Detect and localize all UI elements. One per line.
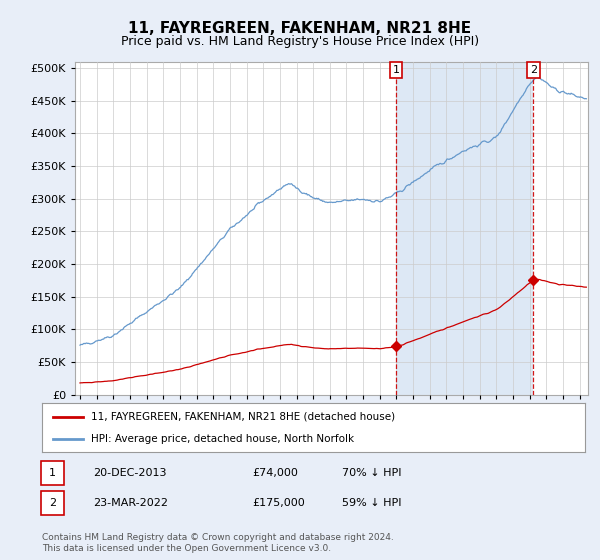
Text: 1: 1 <box>392 65 400 75</box>
Text: 11, FAYREGREEN, FAKENHAM, NR21 8HE (detached house): 11, FAYREGREEN, FAKENHAM, NR21 8HE (deta… <box>91 412 395 422</box>
Text: 20-DEC-2013: 20-DEC-2013 <box>93 468 167 478</box>
Text: Contains HM Land Registry data © Crown copyright and database right 2024.
This d: Contains HM Land Registry data © Crown c… <box>42 533 394 553</box>
Text: 70% ↓ HPI: 70% ↓ HPI <box>342 468 401 478</box>
Text: 59% ↓ HPI: 59% ↓ HPI <box>342 498 401 508</box>
Text: 23-MAR-2022: 23-MAR-2022 <box>93 498 168 508</box>
Text: 2: 2 <box>49 498 56 508</box>
Text: HPI: Average price, detached house, North Norfolk: HPI: Average price, detached house, Nort… <box>91 433 354 444</box>
Text: 11, FAYREGREEN, FAKENHAM, NR21 8HE: 11, FAYREGREEN, FAKENHAM, NR21 8HE <box>128 21 472 36</box>
Bar <box>396 62 533 395</box>
Text: Price paid vs. HM Land Registry's House Price Index (HPI): Price paid vs. HM Land Registry's House … <box>121 35 479 48</box>
Text: £175,000: £175,000 <box>252 498 305 508</box>
Text: £74,000: £74,000 <box>252 468 298 478</box>
Text: 1: 1 <box>49 468 56 478</box>
Text: 2: 2 <box>530 65 537 75</box>
